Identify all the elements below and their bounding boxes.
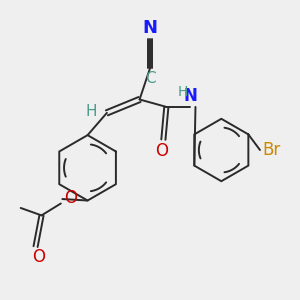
Text: O: O	[32, 248, 45, 266]
Text: H: H	[86, 104, 97, 119]
Text: C: C	[145, 71, 155, 86]
Text: O: O	[64, 189, 77, 207]
Text: Br: Br	[262, 141, 280, 159]
Text: O: O	[155, 142, 168, 160]
Text: H: H	[178, 85, 188, 99]
Text: N: N	[184, 87, 198, 105]
Text: N: N	[142, 19, 158, 37]
